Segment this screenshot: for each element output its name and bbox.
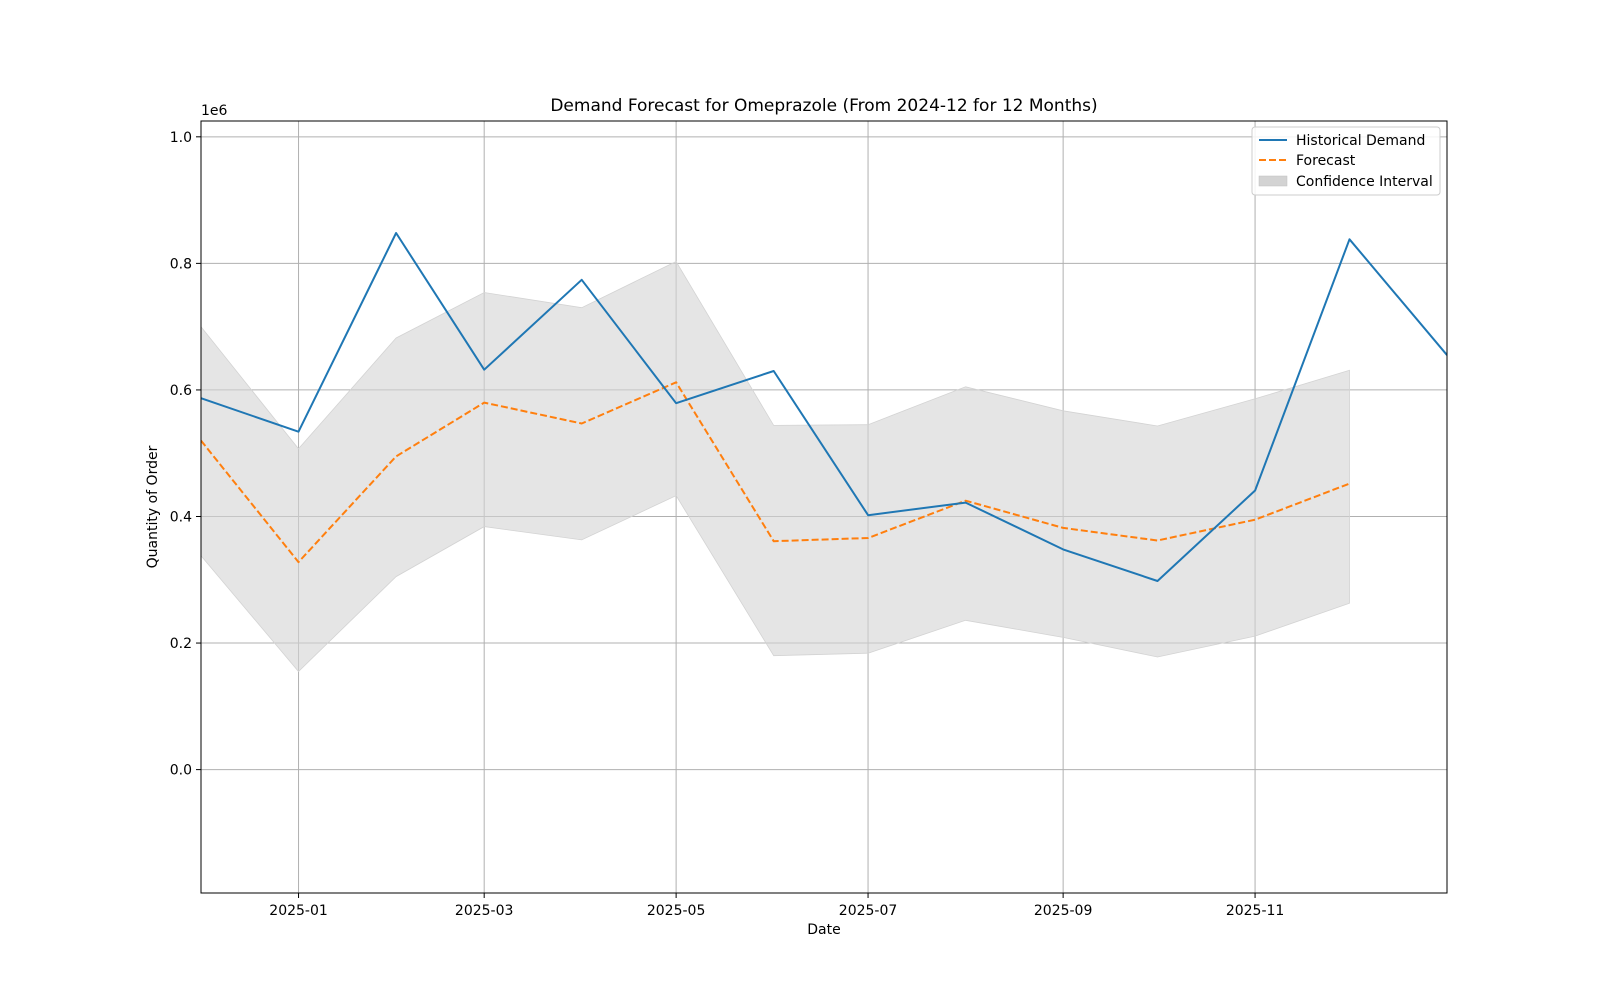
series-layer	[201, 232, 1447, 582]
y-tick-label: 1.0	[170, 130, 192, 146]
legend-forecast-label: Forecast	[1296, 153, 1356, 169]
confidence-interval-band	[201, 260, 1350, 673]
x-tick-label: 2025-11	[1226, 903, 1285, 919]
legend: Historical Demand Forecast Confidence In…	[1251, 126, 1441, 196]
y-axis-offset-label: 1e6	[201, 103, 228, 119]
chart-title: Demand Forecast for Omeprazole (From 202…	[550, 96, 1097, 116]
y-tick-label: 0.6	[170, 383, 192, 399]
legend-confidence-swatch	[1258, 175, 1288, 187]
y-axis-label: Quantity of Order	[145, 445, 161, 568]
x-tick-label: 2025-01	[269, 903, 328, 919]
y-tick-label: 0.4	[170, 509, 192, 525]
x-tick-label: 2025-05	[647, 903, 706, 919]
tick-layer: 2025-01 2025-03 2025-05 2025-07 2025-09 2025-…	[170, 130, 1285, 919]
plot-area-frame	[200, 120, 1448, 894]
x-tick-label: 2025-07	[839, 903, 898, 919]
x-axis-label: Date	[807, 922, 840, 938]
legend-box	[1251, 126, 1441, 196]
forecast-series-line	[201, 381, 1350, 564]
y-tick-label: 0.8	[170, 256, 192, 272]
x-tick-label: 2025-03	[455, 903, 514, 919]
legend-historical-label: Historical Demand	[1296, 133, 1425, 149]
y-tick-label: 0.2	[170, 636, 192, 652]
x-tick-label: 2025-09	[1034, 903, 1093, 919]
historical-series-line	[201, 232, 1447, 582]
legend-confidence-label: Confidence Interval	[1296, 174, 1433, 190]
confidence-interval-layer	[201, 260, 1350, 673]
y-tick-label: 0.0	[170, 763, 192, 779]
